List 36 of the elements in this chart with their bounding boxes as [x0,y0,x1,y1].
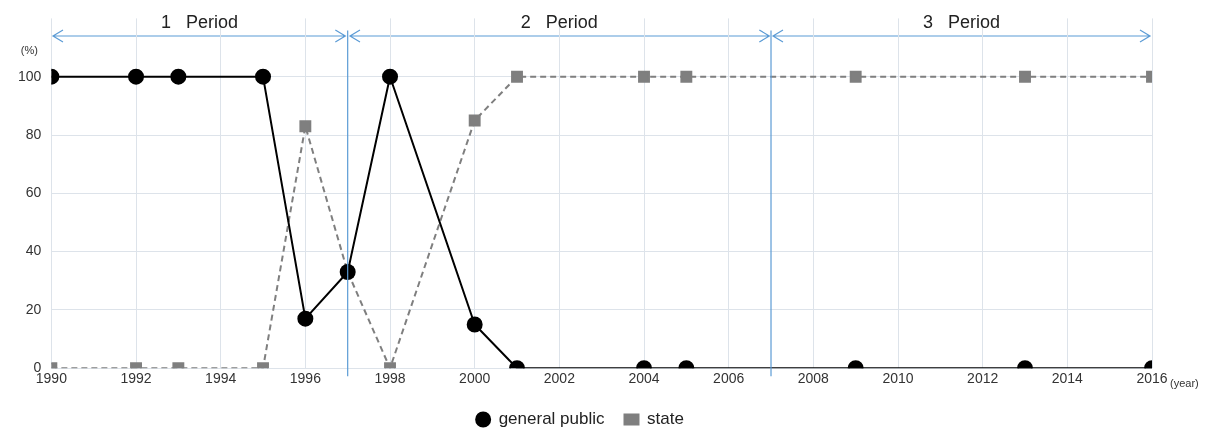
point [299,120,312,133]
x-tick-label: 1994 [205,370,237,387]
annotation: 1 Period [161,12,239,33]
x-tick-label: 2016 [1136,370,1168,387]
x-tick-label: 2000 [459,370,491,387]
point [468,114,481,127]
x-tick-label: 2004 [628,370,660,387]
x-tick-label: 2006 [713,370,745,387]
point [849,70,862,83]
x-tick-label: 2012 [967,370,999,387]
y-tick-label: 60 [25,184,42,201]
x-tick-label: 1996 [289,370,322,387]
y-tick-label: 80 [25,125,42,142]
point [680,70,693,83]
point [255,68,272,85]
point [382,68,399,85]
x-axis-title: (year) [1170,377,1199,390]
x-tick-label: 2014 [1051,370,1084,387]
y-tick-label: 100 [18,67,42,84]
y-tick-label: 40 [25,242,42,259]
point [170,68,187,85]
y-tick-label: 20 [25,300,42,317]
legend-label: general public [498,409,605,429]
annotation: 2 Period [520,12,598,33]
x-tick-label: 1998 [374,370,406,387]
x-tick-label: 2008 [797,370,830,387]
annotation: 3 Period [922,12,1001,33]
x-tick-label: 2010 [882,370,914,387]
y-axis-title: (%) [20,43,38,56]
legend-label: state [647,409,684,429]
point [511,70,523,83]
point [638,70,650,83]
x-tick-label: 1992 [120,370,152,387]
x-tick-label: 2002 [543,370,576,387]
point [1019,70,1031,83]
point [128,68,145,85]
